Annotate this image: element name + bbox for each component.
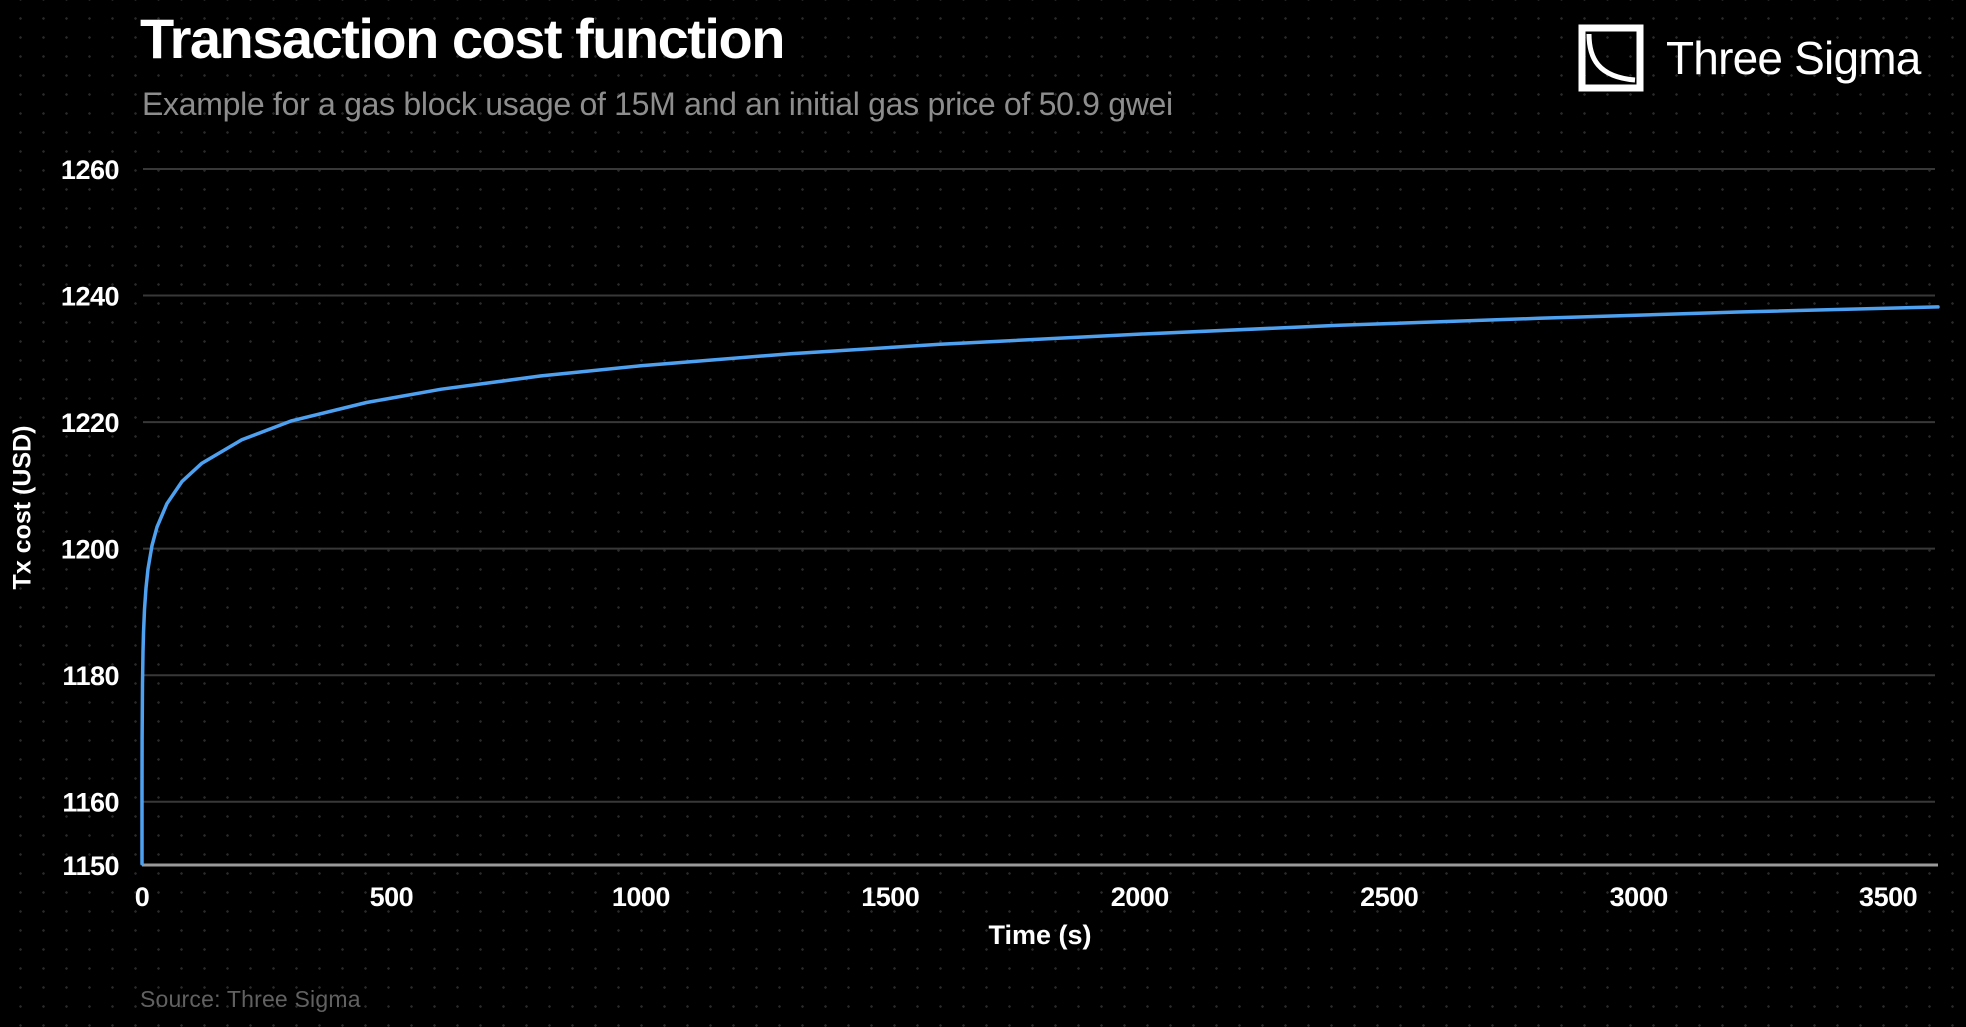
x-tick-label: 2000 <box>1111 882 1169 912</box>
y-tick-label: 1240 <box>61 282 119 312</box>
brand-logo: Three Sigma <box>1578 24 1921 92</box>
x-tick-label: 500 <box>370 882 414 912</box>
y-axis-title: Tx cost (USD) <box>0 150 46 865</box>
y-tick-label: 1180 <box>62 661 119 691</box>
x-tick-label: 1000 <box>612 882 670 912</box>
y-tick-label: 1220 <box>61 408 119 438</box>
source-caption: Source: Three Sigma <box>140 986 361 1012</box>
cost-curve <box>140 305 1940 866</box>
page-title: Transaction cost function <box>140 7 785 70</box>
x-tick-label: 0 <box>135 882 150 912</box>
x-tick-label: 3500 <box>1859 882 1917 912</box>
decay-curve-square-icon <box>1578 24 1644 92</box>
x-tick-label: 2500 <box>1360 882 1418 912</box>
y-axis-title-text: Tx cost (USD) <box>8 425 37 590</box>
x-tick-label: 1500 <box>861 882 919 912</box>
y-tick-label: 1200 <box>61 535 119 565</box>
x-tick-label: 3000 <box>1610 882 1668 912</box>
x-axis-title: Time (s) <box>988 920 1092 950</box>
y-tick-label: 1160 <box>62 788 119 818</box>
brand-name: Three Sigma <box>1666 32 1921 84</box>
y-tick-label: 1150 <box>62 851 119 881</box>
y-tick-label: 1260 <box>61 155 119 185</box>
page-subtitle: Example for a gas block usage of 15M and… <box>142 86 1173 122</box>
